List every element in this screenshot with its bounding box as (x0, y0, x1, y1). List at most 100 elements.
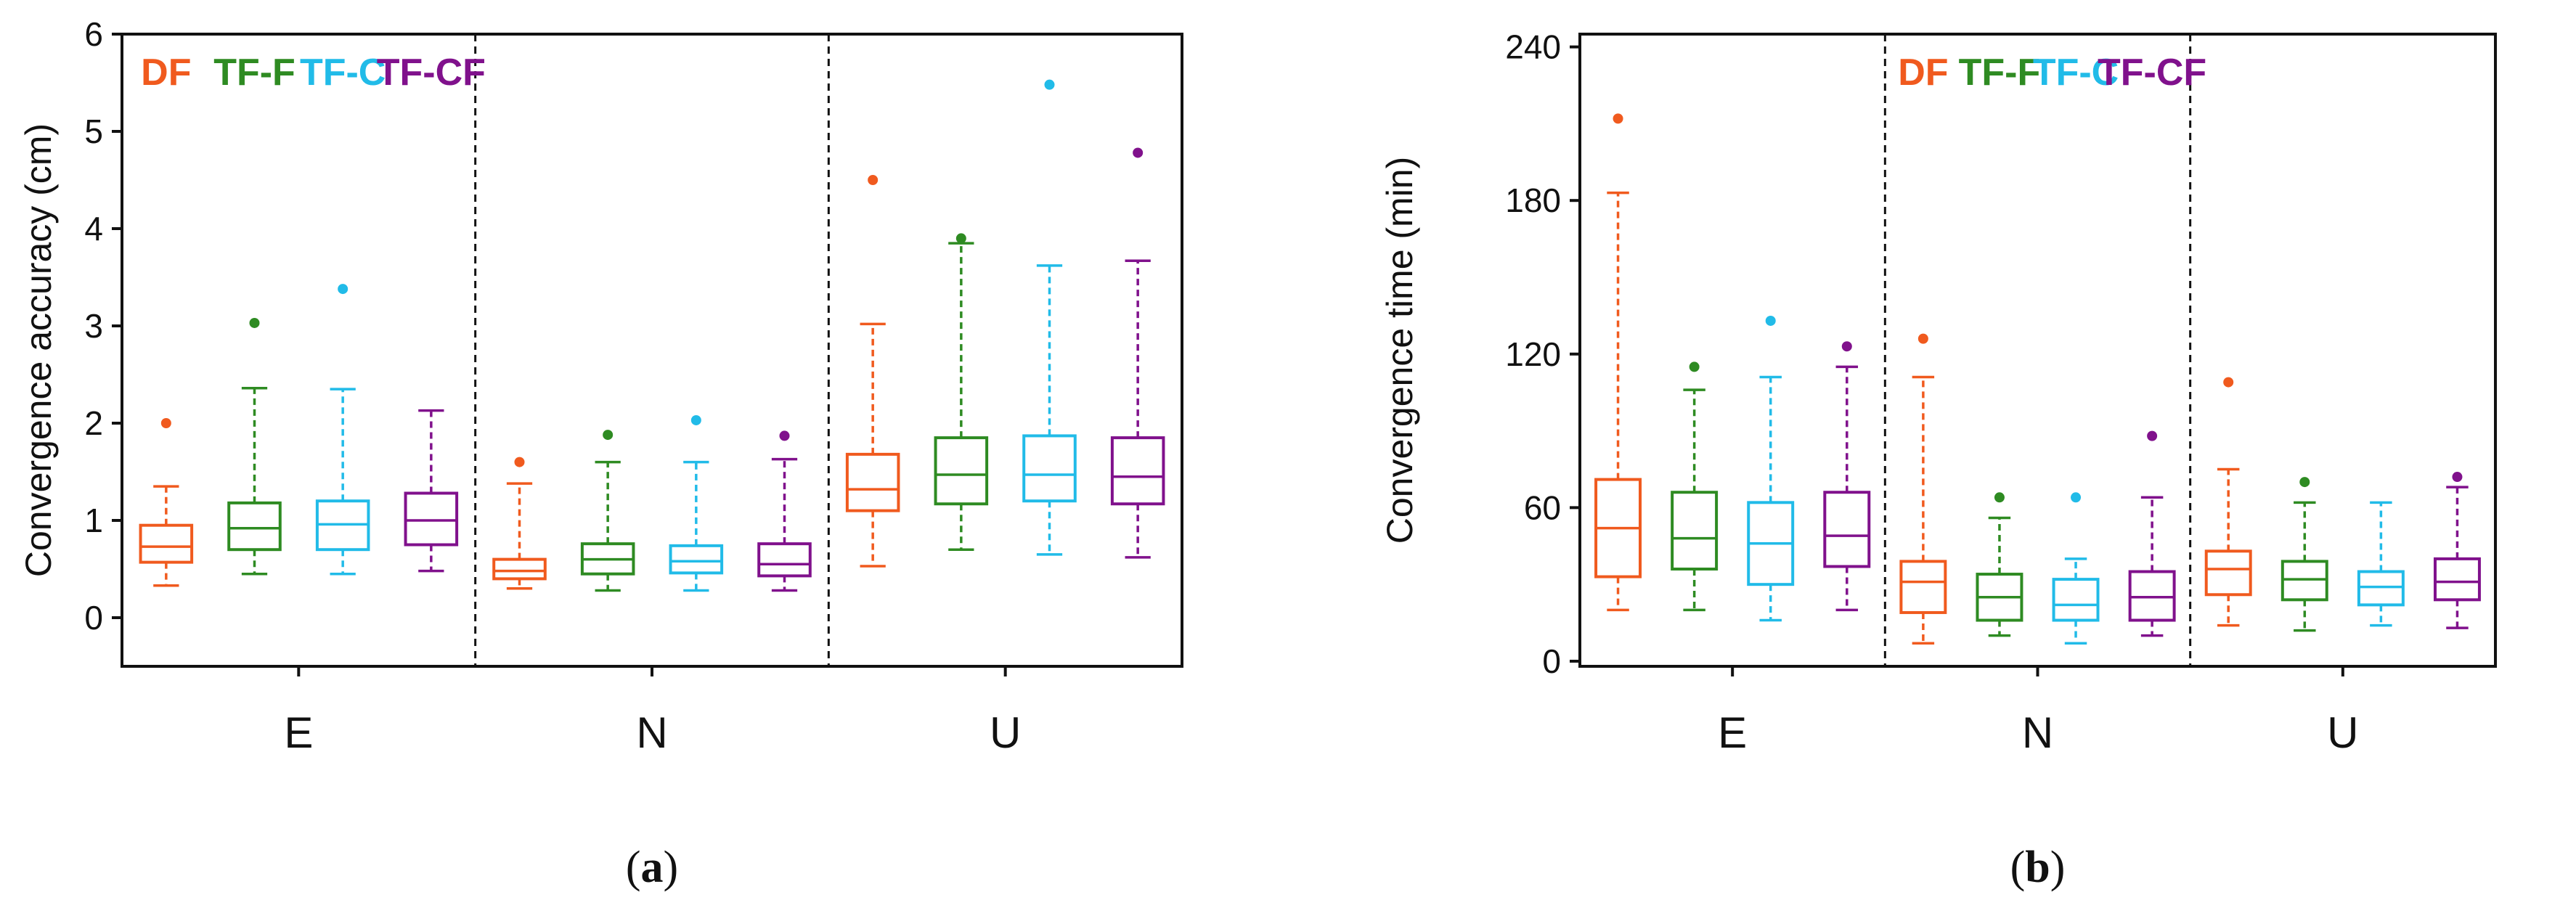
box-N-tf-f (1976, 492, 2023, 637)
iqr-box (934, 436, 989, 506)
y-tick-label: 4 (84, 210, 103, 248)
y-tick-label: 240 (1505, 28, 1561, 66)
box-N-tf-f (580, 430, 635, 592)
panel-label-close: ) (664, 843, 679, 892)
y-tick-label: 0 (1542, 642, 1561, 680)
y-tick-label: 5 (84, 113, 103, 150)
iqr-box (1022, 434, 1077, 503)
box-E-tf-c (315, 284, 370, 576)
outlier-point (955, 233, 966, 244)
box-U-tf-f (934, 233, 989, 551)
y-axis-label: Convergence time (min) (1379, 157, 1420, 544)
iqr-box (2357, 570, 2405, 607)
legend-label-tf-cf: TF-CF (2098, 52, 2206, 94)
outlier-point (2071, 492, 2082, 503)
iqr-box (757, 542, 812, 578)
category-label-E: E (284, 708, 313, 757)
outlier-point (514, 457, 525, 467)
box-E-tf-cf (404, 409, 459, 573)
box-N-df (1899, 333, 1947, 645)
iqr-box (1110, 436, 1165, 506)
outlier-point (1917, 333, 1928, 344)
box-U-tf-f (2281, 477, 2328, 632)
iqr-box (139, 523, 194, 564)
outlier-point (2147, 430, 2158, 441)
legend-label-tf-c: TF-C (300, 52, 386, 94)
outlier-point (1044, 79, 1055, 90)
iqr-box (227, 501, 282, 552)
y-tick-label: 3 (84, 307, 103, 345)
outlier-point (2452, 472, 2463, 483)
box-E-tf-f (1671, 361, 1719, 612)
iqr-box (2281, 560, 2328, 602)
plot-frame (121, 33, 1183, 668)
panel-label: (a) (626, 843, 678, 892)
outlier-point (690, 414, 701, 425)
outlier-point (2223, 377, 2234, 388)
panel-label-close: ) (2050, 843, 2066, 892)
box-N-df (492, 457, 547, 590)
panel-b-chart: 0 60 120 180 240 Convergence time (min) E N U DF T… (1379, 28, 2497, 892)
legend-label-df: DF (1898, 52, 1948, 94)
category-label-N: N (2022, 708, 2053, 757)
outlier-point (779, 430, 790, 441)
outlier-point (1133, 147, 1144, 158)
category-label-E: E (1718, 708, 1747, 757)
outlier-point (1994, 492, 2005, 503)
y-tick-label: 1 (84, 502, 103, 539)
iqr-box (1671, 491, 1719, 571)
legend-label-df: DF (141, 52, 191, 94)
panel-label: (b) (2010, 843, 2066, 892)
box-U-df (2204, 377, 2252, 627)
box-E-tf-c (1747, 315, 1795, 622)
outlier-point (160, 418, 171, 428)
y-tick-label: 180 (1505, 181, 1561, 219)
legend-label-tf-cf: TF-CF (377, 52, 486, 94)
box-E-df (139, 418, 194, 587)
outlier-point (603, 430, 614, 441)
box-E-tf-cf (1823, 341, 1871, 612)
legend-label-tf-f: TF-F (213, 52, 295, 94)
box-U-df (845, 175, 900, 568)
iqr-box (2052, 578, 2100, 622)
category-label-U: U (2327, 708, 2358, 757)
iqr-box (1899, 560, 1947, 614)
iqr-box (492, 557, 547, 581)
iqr-box (404, 491, 459, 547)
iqr-box (845, 452, 900, 512)
box-N-tf-cf (2128, 430, 2176, 637)
outlier-point (249, 317, 260, 328)
category-label-U: U (990, 708, 1021, 757)
legend-label-tf-f: TF-F (1959, 52, 2041, 94)
category-label-N: N (636, 708, 667, 757)
panel-label-open: ( (2010, 843, 2026, 892)
y-tick-label: 6 (84, 15, 103, 53)
box-U-tf-c (1022, 79, 1077, 556)
y-tick-label: 60 (1524, 488, 1561, 526)
outlier-point (1765, 315, 1776, 326)
panel-label-open: ( (626, 843, 641, 892)
iqr-box (2204, 549, 2252, 597)
outlier-point (1689, 361, 1700, 372)
box-N-tf-c (669, 414, 724, 592)
iqr-box (669, 544, 724, 575)
legend-label-tf-c: TF-C (2033, 52, 2119, 94)
y-axis-label: Convergence accuracy (cm) (18, 123, 59, 577)
box-U-tf-c (2357, 501, 2405, 627)
outlier-point (868, 175, 879, 185)
box-N-tf-cf (757, 430, 812, 592)
panel-label-letter: b (2025, 843, 2050, 892)
y-tick-label: 120 (1505, 335, 1561, 373)
panel-a-chart: 0 1 2 3 4 5 6 Convergence accuracy (cm) E N U DF TF-… (18, 15, 1183, 892)
y-tick-label: 0 (84, 599, 103, 637)
iqr-box (1823, 491, 1871, 568)
iqr-box (2128, 570, 2176, 622)
box-U-tf-cf (1110, 147, 1165, 559)
outlier-point (1841, 341, 1852, 352)
box-E-tf-f (227, 317, 282, 576)
box-N-tf-c (2052, 492, 2100, 645)
y-tick-label: 2 (84, 404, 103, 442)
outlier-point (338, 284, 349, 295)
iqr-box (2433, 557, 2481, 602)
